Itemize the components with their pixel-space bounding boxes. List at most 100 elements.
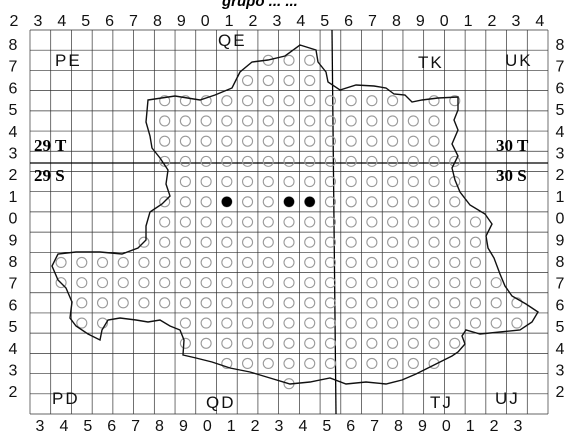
top-axis-tick: 5 xyxy=(81,13,90,30)
empty-square-marker xyxy=(242,236,254,248)
axis-labels: 2 3 4 5 6 7 8 9 0 1 2 3 4 5 6 7 8 9 0 1 2 3 43 4 5 6 7 8 9 0 1 2 3 4 5 6 7 8 9… xyxy=(9,13,565,434)
empty-square-marker xyxy=(242,216,254,228)
empty-square-marker xyxy=(366,196,378,208)
right-axis-tick: 3 xyxy=(556,363,565,380)
empty-square-marker xyxy=(283,115,295,127)
empty-square-marker xyxy=(283,54,295,66)
empty-square-marker xyxy=(200,297,212,309)
empty-square-marker xyxy=(324,357,336,370)
empty-square-marker xyxy=(366,216,378,228)
empty-square-marker xyxy=(366,135,378,147)
empty-square-marker xyxy=(262,236,274,248)
top-axis-tick: 5 xyxy=(320,13,329,30)
empty-square-marker xyxy=(428,176,440,188)
empty-square-marker xyxy=(221,317,233,329)
empty-square-marker xyxy=(387,357,399,370)
top-axis-tick: 9 xyxy=(177,13,186,30)
presence-records xyxy=(221,196,315,207)
empty-square-marker xyxy=(179,317,191,329)
empty-square-marker xyxy=(283,95,295,107)
square-label-qe: QE xyxy=(218,31,247,50)
right-axis-tick: 9 xyxy=(556,232,565,249)
empty-square-marker xyxy=(262,155,274,167)
empty-square-marker xyxy=(428,317,440,329)
empty-square-marker xyxy=(242,317,254,329)
empty-square-marker xyxy=(387,337,399,349)
empty-square-marker xyxy=(304,337,316,349)
empty-square-marker xyxy=(179,135,191,147)
empty-square-marker xyxy=(490,317,502,329)
empty-square-marker xyxy=(407,236,419,248)
empty-square-marker xyxy=(283,297,295,309)
empty-square-marker xyxy=(304,74,316,87)
empty-square-marker xyxy=(428,357,440,370)
empty-square-marker xyxy=(159,135,171,147)
empty-square-marker xyxy=(449,236,461,248)
empty-square-marker xyxy=(221,216,233,228)
bottom-axis-tick: 0 xyxy=(203,418,212,434)
utm-zone-30t: 30 T xyxy=(496,136,529,155)
empty-square-marker xyxy=(283,277,295,289)
right-axis-tick: 3 xyxy=(556,146,565,163)
empty-square-marker xyxy=(283,155,295,167)
empty-square-marker xyxy=(159,256,171,268)
right-axis-tick: 4 xyxy=(556,124,565,141)
empty-square-marker xyxy=(242,74,254,87)
top-axis-tick: 3 xyxy=(511,13,520,30)
empty-square-marker xyxy=(283,236,295,248)
empty-square-marker xyxy=(283,256,295,268)
empty-square-marker xyxy=(469,256,482,268)
empty-square-marker xyxy=(262,337,274,349)
right-axis-tick: 8 xyxy=(556,37,565,54)
empty-square-marker xyxy=(96,256,109,268)
top-axis-tick: 2 xyxy=(488,13,497,30)
empty-square-marker xyxy=(179,155,191,167)
left-axis-tick: 8 xyxy=(9,37,18,54)
right-axis-tick: 1 xyxy=(556,189,565,206)
empty-square-marker xyxy=(96,277,109,289)
top-axis-tick: 8 xyxy=(153,13,162,30)
empty-square-marker xyxy=(283,357,295,370)
bottom-axis-tick: 7 xyxy=(131,418,140,434)
top-axis-tick: 3 xyxy=(272,13,281,30)
empty-square-marker xyxy=(428,155,440,167)
empty-square-marker xyxy=(179,297,191,309)
square-label-qd: QD xyxy=(206,393,236,412)
utm-zone-30s: 30 S xyxy=(496,166,527,185)
empty-square-marker xyxy=(407,216,419,228)
empty-square-marker xyxy=(387,256,399,268)
empty-square-marker xyxy=(200,95,212,107)
empty-square-marker xyxy=(117,277,129,289)
left-axis-tick: 3 xyxy=(9,363,18,380)
empty-square-marker xyxy=(387,277,399,289)
empty-square-marker xyxy=(366,317,378,329)
empty-square-marker xyxy=(490,277,502,289)
empty-square-marker xyxy=(283,337,295,349)
empty-square-marker xyxy=(345,317,357,329)
empty-square-marker xyxy=(345,236,357,248)
left-axis-tick: 1 xyxy=(9,189,18,206)
empty-square-marker xyxy=(366,357,378,370)
empty-square-marker xyxy=(200,337,212,349)
empty-square-marker xyxy=(179,236,191,248)
bottom-axis-tick: 6 xyxy=(107,418,116,434)
empty-square-marker xyxy=(428,337,440,349)
top-axis-tick: 2 xyxy=(249,13,258,30)
empty-square-marker xyxy=(262,74,274,87)
empty-square-marker xyxy=(324,176,336,188)
square-label-pe: PE xyxy=(55,51,82,70)
empty-square-marker xyxy=(76,277,88,289)
empty-square-marker xyxy=(304,95,316,107)
presence-dot xyxy=(283,196,295,207)
empty-square-marker xyxy=(159,297,171,309)
empty-square-marker xyxy=(366,277,378,289)
empty-square-marker xyxy=(304,155,316,167)
empty-square-marker xyxy=(242,337,254,349)
empty-square-marker xyxy=(324,115,336,127)
empty-square-marker xyxy=(138,297,150,309)
empty-square-marker xyxy=(324,256,336,268)
empty-square-marker xyxy=(407,135,419,147)
empty-square-marker xyxy=(262,317,274,329)
empty-square-marker xyxy=(428,236,440,248)
bottom-axis-tick: 6 xyxy=(346,418,355,434)
